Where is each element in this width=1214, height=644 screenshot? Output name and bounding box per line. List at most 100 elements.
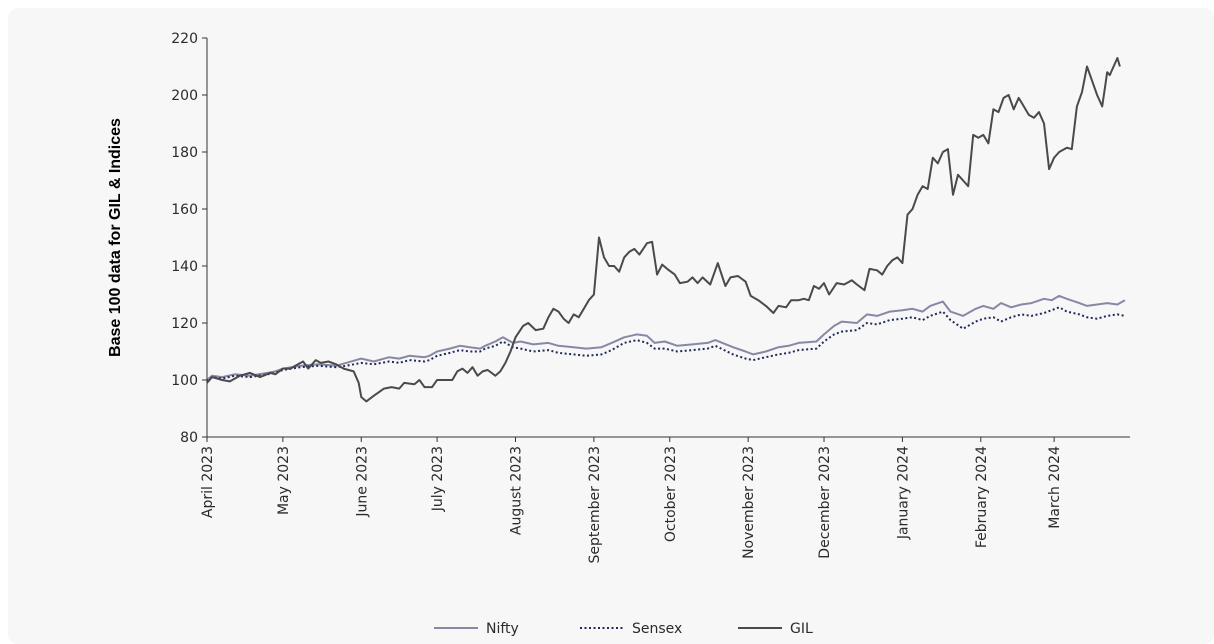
data-point-gil xyxy=(535,329,537,331)
data-point-sensex xyxy=(876,324,878,326)
data-point-nifty xyxy=(409,355,411,357)
data-point-gil xyxy=(674,274,676,276)
data-point-gil xyxy=(444,379,446,381)
data-point-gil xyxy=(573,314,575,316)
data-point-sensex xyxy=(1117,314,1119,316)
data-point-gil xyxy=(1008,94,1010,96)
x-tick-label: February 2024 xyxy=(974,446,990,548)
data-point-gil xyxy=(692,277,694,279)
data-point-nifty xyxy=(1031,302,1033,304)
data-point-gil xyxy=(1033,117,1035,119)
data-point-nifty xyxy=(611,342,613,344)
data-point-gil xyxy=(1101,106,1103,108)
data-point-nifty xyxy=(929,305,931,307)
data-point-gil xyxy=(553,308,555,310)
data-point-sensex xyxy=(745,358,747,360)
legend-label: Nifty xyxy=(486,621,519,637)
data-point-sensex xyxy=(398,362,400,364)
data-point-nifty xyxy=(479,348,481,350)
data-point-nifty xyxy=(654,342,656,344)
legend-item-gil: GIL xyxy=(738,621,813,637)
data-point-gil xyxy=(1013,108,1015,110)
series-line-nifty xyxy=(207,296,1125,380)
data-point-nifty xyxy=(983,305,985,307)
data-point-sensex xyxy=(654,348,656,350)
data-point-sensex xyxy=(778,354,780,356)
legend-item-nifty: Nifty xyxy=(434,621,519,637)
data-point-gil xyxy=(515,336,517,338)
data-point-sensex xyxy=(1096,318,1098,320)
data-point-sensex xyxy=(646,342,648,344)
data-point-sensex xyxy=(889,319,891,321)
data-point-nifty xyxy=(449,348,451,350)
data-point-gil xyxy=(912,208,914,210)
data-point-gil xyxy=(360,396,362,398)
data-point-nifty xyxy=(1010,307,1012,309)
data-point-nifty xyxy=(274,371,276,373)
data-point-nifty xyxy=(677,345,679,347)
data-point-gil xyxy=(593,294,595,296)
data-point-gil xyxy=(818,288,820,290)
data-point-nifty xyxy=(494,341,496,343)
series-line-sensex xyxy=(207,307,1125,381)
data-point-nifty xyxy=(459,345,461,347)
data-point-gil xyxy=(709,284,711,286)
data-point-nifty xyxy=(1124,299,1126,301)
data-point-gil xyxy=(823,282,825,284)
data-point-nifty xyxy=(1066,298,1068,300)
data-point-gil xyxy=(972,134,974,136)
data-point-sensex xyxy=(360,362,362,364)
data-point-gil xyxy=(348,369,350,371)
x-tick-label: October 2023 xyxy=(663,446,679,542)
data-point-sensex xyxy=(548,349,550,351)
data-point-nifty xyxy=(1043,298,1045,300)
data-point-nifty xyxy=(1096,304,1098,306)
data-point-gil xyxy=(543,328,545,330)
data-point-sensex xyxy=(317,365,319,367)
data-point-sensex xyxy=(573,354,575,356)
data-point-gil xyxy=(1023,106,1025,108)
data-point-nifty xyxy=(532,344,534,346)
data-point-gil xyxy=(717,262,719,264)
data-point-gil xyxy=(952,194,954,196)
data-point-gil xyxy=(307,368,309,370)
data-point-nifty xyxy=(745,351,747,353)
data-point-nifty xyxy=(520,341,522,343)
data-point-sensex xyxy=(714,345,716,347)
data-point-gil xyxy=(510,351,512,353)
data-point-gil xyxy=(315,359,317,361)
data-point-nifty xyxy=(664,341,666,343)
data-point-gil xyxy=(785,307,787,309)
data-point-gil xyxy=(1081,91,1083,93)
data-point-gil xyxy=(353,371,355,373)
data-point-sensex xyxy=(558,352,560,354)
data-point-gil xyxy=(927,188,929,190)
data-point-sensex xyxy=(494,345,496,347)
data-point-gil xyxy=(917,194,919,196)
data-point-gil xyxy=(1106,71,1108,73)
data-point-gil xyxy=(983,134,985,136)
data-point-gil xyxy=(494,375,496,377)
data-point-gil xyxy=(891,260,893,262)
data-point-sensex xyxy=(993,317,995,319)
data-point-gil xyxy=(876,269,878,271)
data-point-gil xyxy=(1096,94,1098,96)
data-point-gil xyxy=(639,254,641,256)
data-point-gil xyxy=(1111,69,1113,71)
data-point-sensex xyxy=(373,364,375,366)
data-point-gil xyxy=(765,305,767,307)
data-point-gil xyxy=(290,368,292,370)
data-point-sensex xyxy=(788,352,790,354)
data-point-sensex xyxy=(950,319,952,321)
data-point-gil xyxy=(343,368,345,370)
data-point-sensex xyxy=(234,375,236,377)
data-point-gil xyxy=(687,281,689,283)
data-point-gil xyxy=(431,386,433,388)
data-point-nifty xyxy=(788,345,790,347)
data-point-nifty xyxy=(889,311,891,313)
data-point-gil xyxy=(618,271,620,273)
data-point-gil xyxy=(623,257,625,259)
data-point-nifty xyxy=(876,315,878,317)
data-point-gil xyxy=(1066,147,1068,149)
data-point-sensex xyxy=(1058,307,1060,309)
